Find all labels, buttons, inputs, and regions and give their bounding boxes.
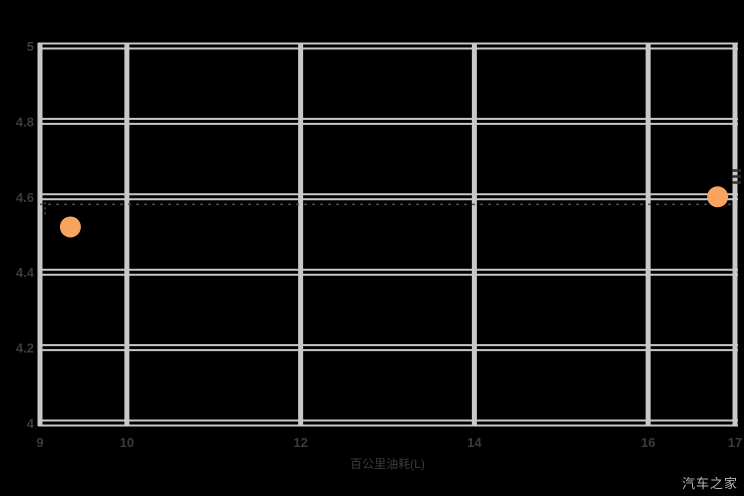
autohome-watermark-logo: 汽车之家 <box>681 476 738 491</box>
y-tick-label: 4.8 <box>16 114 34 129</box>
data-point[interactable] <box>59 216 81 238</box>
x-axis-title: 百公里油耗(L) <box>350 457 425 471</box>
x-tick-label: 12 <box>293 435 307 450</box>
x-tick-label: 10 <box>120 435 134 450</box>
y-tick-label: 4.2 <box>16 341 34 356</box>
x-tick-label: 14 <box>467 435 482 450</box>
y-tick-label: 4 <box>27 416 35 431</box>
y-tick-label: 4.6 <box>16 190 34 205</box>
x-tick-label: 16 <box>641 435 655 450</box>
data-point[interactable] <box>707 186 729 208</box>
y-tick-label: 4.4 <box>16 265 35 280</box>
x-tick-label: 9 <box>36 435 43 450</box>
x-tick-label: 17 <box>728 435 742 450</box>
y-tick-label: 5 <box>27 39 34 54</box>
